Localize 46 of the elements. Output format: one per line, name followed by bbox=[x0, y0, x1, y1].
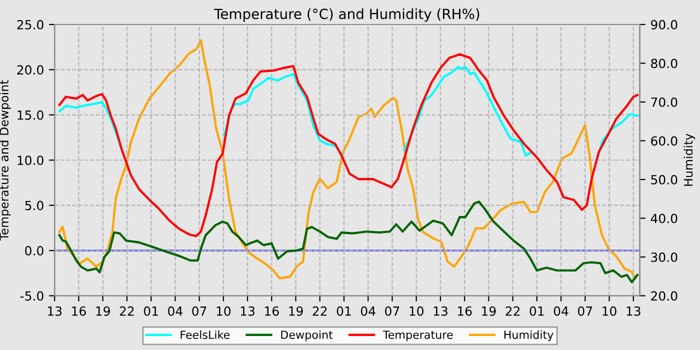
x-tick-label: 19 bbox=[96, 306, 110, 316]
y-tick-label: 25.0 bbox=[17, 20, 44, 30]
x-tick-label: 10 bbox=[216, 306, 231, 316]
x-tick-label: 01 bbox=[530, 306, 544, 316]
y-tick-label: 0.0 bbox=[25, 246, 44, 256]
y-tick-label: 20.0 bbox=[17, 65, 44, 75]
x-tick-label: 22 bbox=[506, 306, 520, 316]
x-tick-label: 19 bbox=[482, 306, 496, 316]
x-tick-label: 01 bbox=[336, 306, 351, 316]
x-tick-label: 10 bbox=[410, 306, 424, 316]
y2-tick-label: 80.0 bbox=[651, 58, 678, 68]
x-tick-label: 16 bbox=[265, 306, 279, 316]
y2-tick-label: 30.0 bbox=[651, 252, 678, 262]
x-tick-label: 04 bbox=[168, 306, 182, 316]
y2-tick-label: 70.0 bbox=[651, 97, 678, 107]
y2-tick-label: 20.0 bbox=[651, 291, 678, 301]
x-tick-label: 04 bbox=[554, 306, 568, 316]
chart-title: Temperature (°C) and Humidity (RH%) bbox=[214, 8, 480, 22]
y2-tick-label: 50.0 bbox=[651, 174, 678, 184]
y-tick-label: 5.0 bbox=[25, 200, 44, 210]
x-tick-label: 13 bbox=[240, 306, 254, 316]
legend-label: Temperature bbox=[382, 330, 453, 342]
x-tick-label: 13 bbox=[626, 306, 640, 316]
x-tick-label: 01 bbox=[144, 306, 158, 316]
x-tick-label: 07 bbox=[385, 306, 400, 316]
legend-label: Humidity bbox=[504, 330, 554, 342]
y2-tick-label: 90.0 bbox=[651, 20, 678, 30]
legend-label: Dewpoint bbox=[281, 330, 333, 342]
y-tick-label: 15.0 bbox=[18, 110, 44, 120]
x-tick-label: 13 bbox=[48, 306, 62, 316]
x-tick-label: 16 bbox=[72, 306, 86, 316]
y-tick-label: 10.0 bbox=[18, 156, 44, 166]
x-tick-label: 10 bbox=[602, 306, 616, 316]
x-tick-label: 16 bbox=[458, 306, 472, 316]
y-tick-label: -5.0 bbox=[20, 291, 44, 301]
x-tick-label: 13 bbox=[434, 306, 448, 316]
x-tick-label: 22 bbox=[312, 306, 327, 316]
y2-tick-label: 40.0 bbox=[650, 214, 678, 224]
x-tick-label: 19 bbox=[289, 306, 303, 316]
x-tick-label: 07 bbox=[578, 306, 592, 316]
x-tick-label: 22 bbox=[120, 306, 134, 316]
y2-tick-label: 60.0 bbox=[651, 136, 678, 146]
y2-axis-title: Humidity bbox=[684, 134, 696, 186]
legend-label: FeelsLike bbox=[180, 330, 230, 339]
x-tick-label: 04 bbox=[360, 306, 376, 316]
x-tick-label: 07 bbox=[192, 306, 206, 316]
